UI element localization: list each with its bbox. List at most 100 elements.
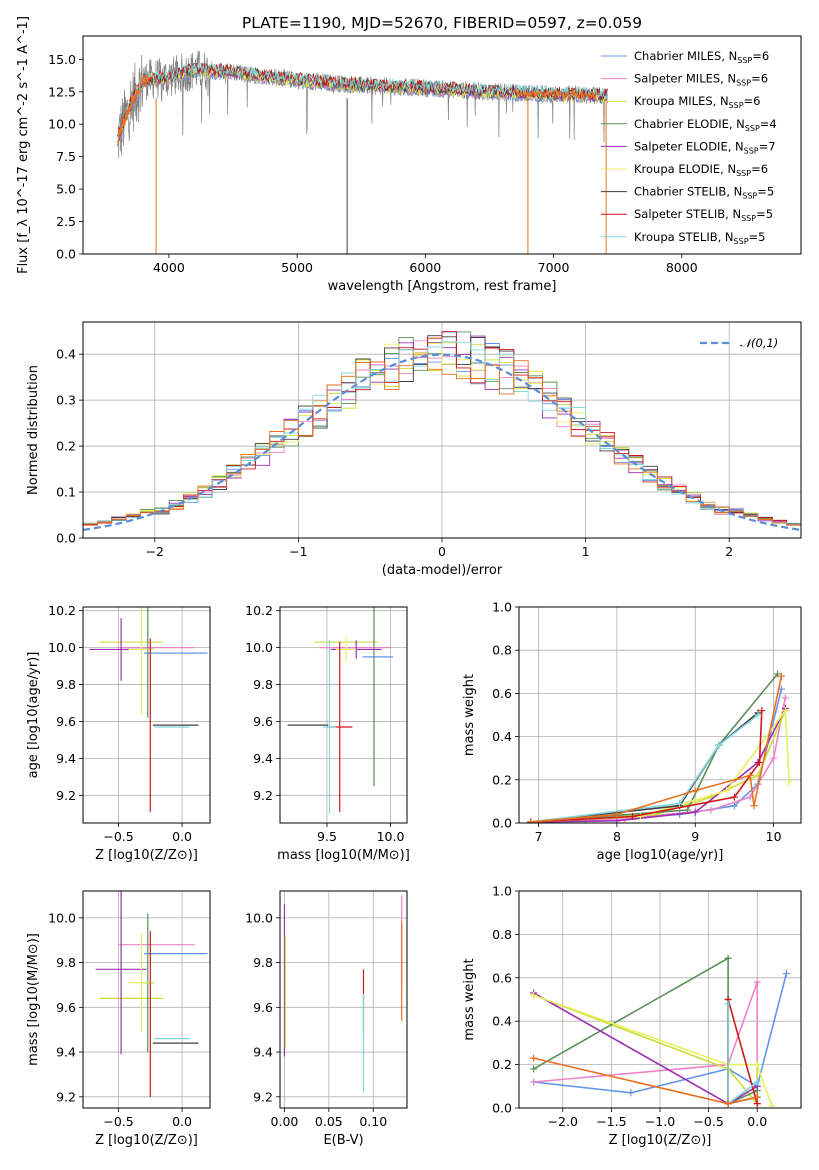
y-tick-label: 9.6 [253,1000,273,1015]
mass-weight-line [533,992,758,1105]
mass-weight-marker [750,802,758,810]
residual-histogram [83,341,801,525]
y-tick-label: 0.2 [492,1057,512,1072]
mass-weight-marker [627,1089,635,1097]
y-tick-label: 0.2 [492,772,512,787]
x-axis-label: Z [log10(Z/Z⊙)] [95,848,198,863]
x-axis-label: E(B-V) [323,1133,363,1148]
mass-weight-marker [768,1102,776,1108]
mass-weight-marker [707,806,715,814]
axes-frame [279,606,408,824]
mass-weight-line [530,714,759,823]
y-axis-label: mass [log10(M/M⊙)] [26,933,41,1066]
mass-weight-marker [724,954,732,962]
plot-area [89,607,208,812]
legend-label: Kroupa MILES, NSSP=6 [634,94,760,110]
chart-title: PLATE=1190, MJD=52670, FIBERID=0597, z=0… [242,14,642,32]
mass-weight-marker [781,694,789,702]
mass-weight-marker [691,787,699,795]
x-tick-label: 7000 [538,260,570,275]
mass-weight-marker [781,707,789,715]
mass-weight-marker [530,1054,538,1062]
mass-weight-marker [730,793,738,801]
y-tick-label: 0.1 [56,485,76,500]
y-tick-label: 0.0 [492,816,512,831]
y-tick-label: 0.4 [492,1014,512,1029]
x-axis-label: (data-model)/error [382,563,503,578]
mass-weight-marker [530,1078,538,1086]
x-tick-label: −2 [146,544,164,559]
x-tick-label: 0.10 [359,1114,387,1129]
plot-area [83,331,801,531]
x-axis-label: wavelength [Angstrom, rest frame] [328,279,557,294]
mass-weight-line [533,981,758,1104]
y-tick-label: 0.0 [56,247,76,262]
y-tick-label: 0.6 [492,970,512,985]
y-tick-label: 9.4 [56,1045,76,1060]
x-tick-label: 1 [582,544,590,559]
legend-label: Chabrier ELODIE, NSSP=4 [634,117,777,133]
x-tick-label: −0.5 [103,829,133,844]
y-tick-label: 9.6 [56,714,76,729]
x-tick-label: 2 [725,544,733,559]
x-tick-label: 8000 [666,260,698,275]
y-axis-label: Normed distribution [26,365,41,495]
errorbar-point [95,891,147,1055]
legend-label: Kroupa ELODIE, NSSP=6 [634,162,768,178]
mass-weight-marker [724,1100,732,1108]
legend-label: Chabrier MILES, NSSP=6 [634,49,769,65]
y-tick-label: 9.8 [56,677,76,692]
legend-label: Salpeter ELODIE, NSSP=7 [634,139,776,155]
mass-weight-line [533,994,773,1107]
mass-weight-marker [691,808,699,816]
y-tick-label: 9.2 [253,788,273,803]
residual-histogram [83,343,801,526]
y-tick-label: 0.4 [56,347,76,362]
axes-frame [279,890,408,1109]
y-tick-label: 12.5 [48,84,76,99]
mass-weight-marker [755,759,763,767]
y-axis-label: age [log10(age/yr)] [26,652,41,779]
model-spectrum-line [117,64,608,142]
y-tick-label: 0.4 [492,729,512,744]
mass-weight-line [530,697,787,823]
chart-mass_vs_Z: −0.5 0.0 9.2 9.4 9.6 9.8 10.0 Z [log10(Z/Z⊙)] ma… [26,890,211,1148]
mass-weight-marker [754,711,762,719]
x-tick-label: −0.5 [103,1114,133,1129]
mass-weight-marker [753,978,761,986]
data-spectrum-line [117,50,608,159]
x-axis-label: mass [log10(M/M⊙)] [277,848,410,863]
y-tick-label: 9.4 [56,751,76,766]
y-tick-label: 10.0 [48,640,76,655]
y-tick-label: 10.0 [245,640,273,655]
x-tick-label: 9 [691,829,699,844]
mass-weight-marker [746,771,754,779]
mass-weight-marker [527,818,535,823]
y-tick-label: 0.8 [492,643,512,658]
mass-weight-marker [530,1065,538,1073]
mass-weight-marker [777,672,785,680]
y-tick-label: 9.8 [253,955,273,970]
mass-weight-marker [785,778,793,786]
y-tick-label: 0.8 [492,927,512,942]
plot-area [530,954,790,1108]
axes-frame [518,606,802,824]
x-tick-label: 0.00 [271,1114,299,1129]
y-tick-label: 0.0 [56,531,76,546]
x-axis-label: Z [log10(Z/Z⊙)] [609,1133,712,1148]
x-tick-label: 10 [766,829,782,844]
mass-weight-marker [753,1061,761,1069]
chart-mass_vs_EBV: 0.00 0.05 0.10 9.2 9.4 9.6 9.8 10.0 E(B-V) [245,890,408,1148]
mass-weight-marker [530,991,538,999]
x-axis-label: Z [log10(Z/Z⊙)] [95,1133,198,1148]
errorbar-point [323,640,336,814]
x-tick-label: −2.0 [548,1114,578,1129]
model-spectrum-line [117,74,149,147]
plot-area [117,50,608,254]
mass-weight-marker [758,707,766,715]
x-tick-label: 8 [613,829,621,844]
mass-weight-marker [730,802,738,810]
legend-label: 𝒩(0,1) [740,336,778,350]
mass-weight-marker [724,1000,732,1008]
